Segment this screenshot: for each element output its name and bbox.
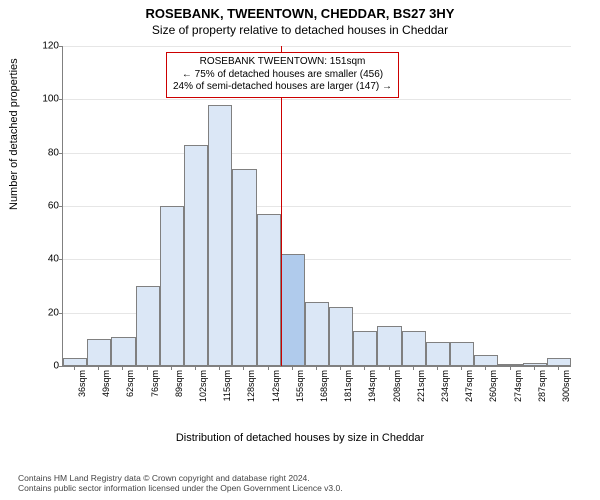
x-tick-label: 102sqm [198,370,208,402]
gridline [63,259,571,260]
x-tick-label: 89sqm [174,370,184,397]
histogram-bar [329,307,353,366]
y-tick-mark [59,313,63,314]
histogram-bar [547,358,571,366]
x-tick-mark [98,366,99,370]
y-tick-label: 120 [33,41,59,52]
x-tick-mark [461,366,462,370]
x-axis-label: Distribution of detached houses by size … [0,432,600,444]
histogram-bar [87,339,111,366]
histogram-bar [450,342,474,366]
histogram-bar [523,363,547,366]
y-tick-label: 100 [33,94,59,105]
y-tick-label: 0 [33,361,59,372]
x-tick-mark [534,366,535,370]
y-axis-label: Number of detached properties [8,58,20,210]
histogram-bar [208,105,232,366]
x-tick-mark [219,366,220,370]
chart-title-main: ROSEBANK, TWEENTOWN, CHEDDAR, BS27 3HY [0,0,600,21]
y-tick-mark [59,259,63,260]
x-tick-label: 260sqm [488,370,498,402]
annotation-line2: ← 75% of detached houses are smaller (45… [173,69,392,82]
x-tick-mark [558,366,559,370]
y-tick-mark [59,99,63,100]
histogram-bar [474,355,498,366]
annotation-box: ROSEBANK TWEENTOWN: 151sqm ← 75% of deta… [166,52,399,98]
x-tick-mark [268,366,269,370]
gridline [63,153,571,154]
histogram-bar [232,169,256,366]
histogram-bar [402,331,426,366]
x-tick-mark [243,366,244,370]
x-tick-label: 36sqm [77,370,87,397]
chart-title-sub: Size of property relative to detached ho… [0,21,600,37]
x-tick-mark [364,366,365,370]
x-tick-mark [485,366,486,370]
x-tick-label: 168sqm [319,370,329,402]
y-tick-mark [59,366,63,367]
x-tick-label: 115sqm [222,370,232,401]
y-tick-label: 80 [33,147,59,158]
annotation-line1: ROSEBANK TWEENTOWN: 151sqm [173,56,392,69]
x-tick-label: 194sqm [367,370,377,402]
attribution-text: Contains HM Land Registry data © Crown c… [18,473,343,494]
annotation-line3: 24% of semi-detached houses are larger (… [173,81,392,94]
x-tick-label: 142sqm [271,370,281,402]
histogram-bar [160,206,184,366]
x-tick-label: 62sqm [125,370,135,397]
x-tick-mark [74,366,75,370]
x-tick-mark [147,366,148,370]
attribution-line1: Contains HM Land Registry data © Crown c… [18,473,343,484]
histogram-bar [111,337,135,366]
histogram-bar [257,214,281,366]
x-tick-label: 181sqm [343,370,353,402]
y-tick-label: 60 [33,201,59,212]
attribution-line2: Contains public sector information licen… [18,483,343,494]
x-tick-mark [340,366,341,370]
x-tick-label: 128sqm [246,370,256,402]
chart-area: 020406080100120 ROSEBANK TWEENTOWN: 151s… [62,46,570,402]
y-tick-label: 20 [33,307,59,318]
histogram-bar [377,326,401,366]
histogram-bar [63,358,87,366]
histogram-bar [353,331,377,366]
y-tick-mark [59,46,63,47]
histogram-bar [281,254,305,366]
x-tick-label: 247sqm [464,370,474,402]
x-tick-mark [316,366,317,370]
x-tick-mark [510,366,511,370]
x-tick-label: 287sqm [537,370,547,402]
y-tick-label: 40 [33,254,59,265]
x-tick-label: 300sqm [561,370,571,402]
x-tick-mark [437,366,438,370]
x-tick-label: 49sqm [101,370,111,397]
histogram-bar [305,302,329,366]
y-tick-mark [59,206,63,207]
gridline [63,46,571,47]
x-tick-label: 221sqm [416,370,426,402]
x-tick-label: 76sqm [150,370,160,397]
histogram-bar [184,145,208,366]
x-tick-mark [389,366,390,370]
histogram-bar [426,342,450,366]
x-tick-mark [122,366,123,370]
x-tick-label: 208sqm [392,370,402,402]
x-tick-label: 155sqm [295,370,305,402]
gridline [63,99,571,100]
x-tick-label: 234sqm [440,370,450,402]
histogram-bar [136,286,160,366]
x-tick-mark [171,366,172,370]
gridline [63,206,571,207]
histogram-bar [498,364,522,366]
x-tick-mark [292,366,293,370]
x-tick-label: 274sqm [513,370,523,402]
y-tick-mark [59,153,63,154]
x-tick-mark [413,366,414,370]
x-tick-mark [195,366,196,370]
